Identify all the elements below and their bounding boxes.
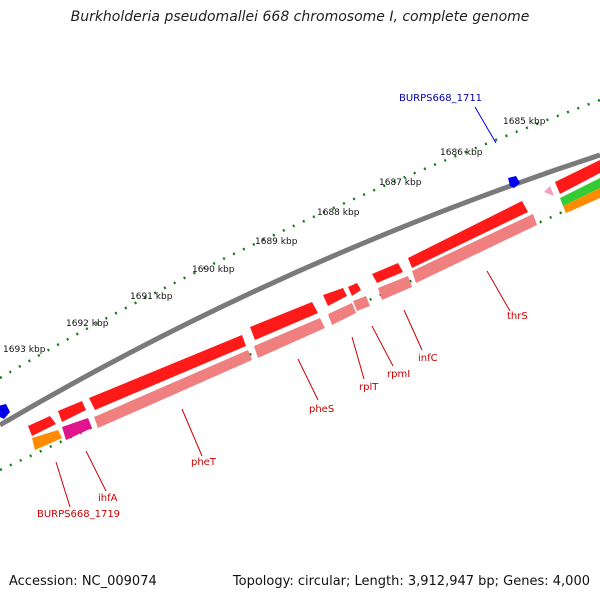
gene-right-lightpink: [544, 186, 554, 196]
label-pheT: pheT: [191, 457, 217, 468]
kbp-label: 1691 kbp: [130, 292, 173, 302]
blue-feature-left: [0, 404, 10, 419]
label-burps668-1711: BURPS668_1711: [399, 93, 482, 104]
label-pheS: pheS: [309, 404, 334, 415]
accession-text: Accession: NC_009074: [9, 574, 157, 589]
gene-1719-red[interactable]: [28, 416, 56, 436]
gene-ihfA-magenta: [62, 418, 92, 440]
gene-pheT-red[interactable]: [89, 335, 246, 410]
label-rpmI: rpmI: [387, 369, 410, 380]
kbp-label: 1689 kbp: [255, 237, 298, 247]
burps1711-leader: [474, 106, 497, 144]
kbp-label: 1690 kbp: [192, 265, 235, 275]
kbp-label: 1686 kbp: [440, 148, 483, 158]
kbp-label: 1692 kbp: [66, 319, 109, 329]
label-infC: infC: [418, 353, 438, 364]
gene-infC-red[interactable]: [372, 263, 403, 283]
gene-1719-orange: [32, 430, 62, 450]
gene-rplT-red[interactable]: [323, 288, 347, 306]
label-leaders: [55, 270, 511, 508]
gene-right-orange: [563, 188, 600, 213]
gene-rpmI-red[interactable]: [348, 283, 361, 296]
gene-arrows-secondary: [32, 178, 600, 450]
gene-pheS-pink: [254, 318, 325, 358]
gene-pheS-red[interactable]: [250, 302, 318, 340]
kbp-label: 1687 kbp: [379, 178, 422, 188]
label-thrS: thrS: [507, 311, 528, 322]
kbp-label: 1685 kbp: [503, 117, 546, 127]
gene-right-green: [560, 178, 600, 206]
label-burps668-1719: BURPS668_1719: [37, 509, 120, 520]
chromosome-backbone: [0, 152, 600, 428]
gene-rplT-pink: [328, 303, 356, 325]
gene-rpmI-pink: [353, 296, 370, 311]
gene-thrS-pink: [412, 214, 537, 283]
map-title: Burkholderia pseudomallei 668 chromosome…: [70, 9, 530, 25]
kbp-label: 1688 kbp: [317, 208, 360, 218]
gene-thrS-red[interactable]: [408, 201, 528, 268]
gene-pheT-pink: [94, 350, 252, 428]
kbp-labels: 1685 kbp 1686 kbp 1687 kbp 1688 kbp 1689 kbp…: [3, 117, 546, 355]
gene-right-red[interactable]: [555, 160, 600, 194]
blue-feature-right: [508, 176, 520, 188]
genome-summary-text: Topology: circular; Length: 3,912,947 bp…: [232, 574, 590, 589]
gene-arrows: [28, 160, 600, 436]
gene-infC-pink: [378, 276, 412, 300]
kbp-label: 1693 kbp: [3, 345, 46, 355]
gene-ihfA-red[interactable]: [58, 401, 86, 422]
label-rplT: rplT: [359, 382, 379, 393]
label-ihfA: ihfA: [98, 493, 118, 504]
